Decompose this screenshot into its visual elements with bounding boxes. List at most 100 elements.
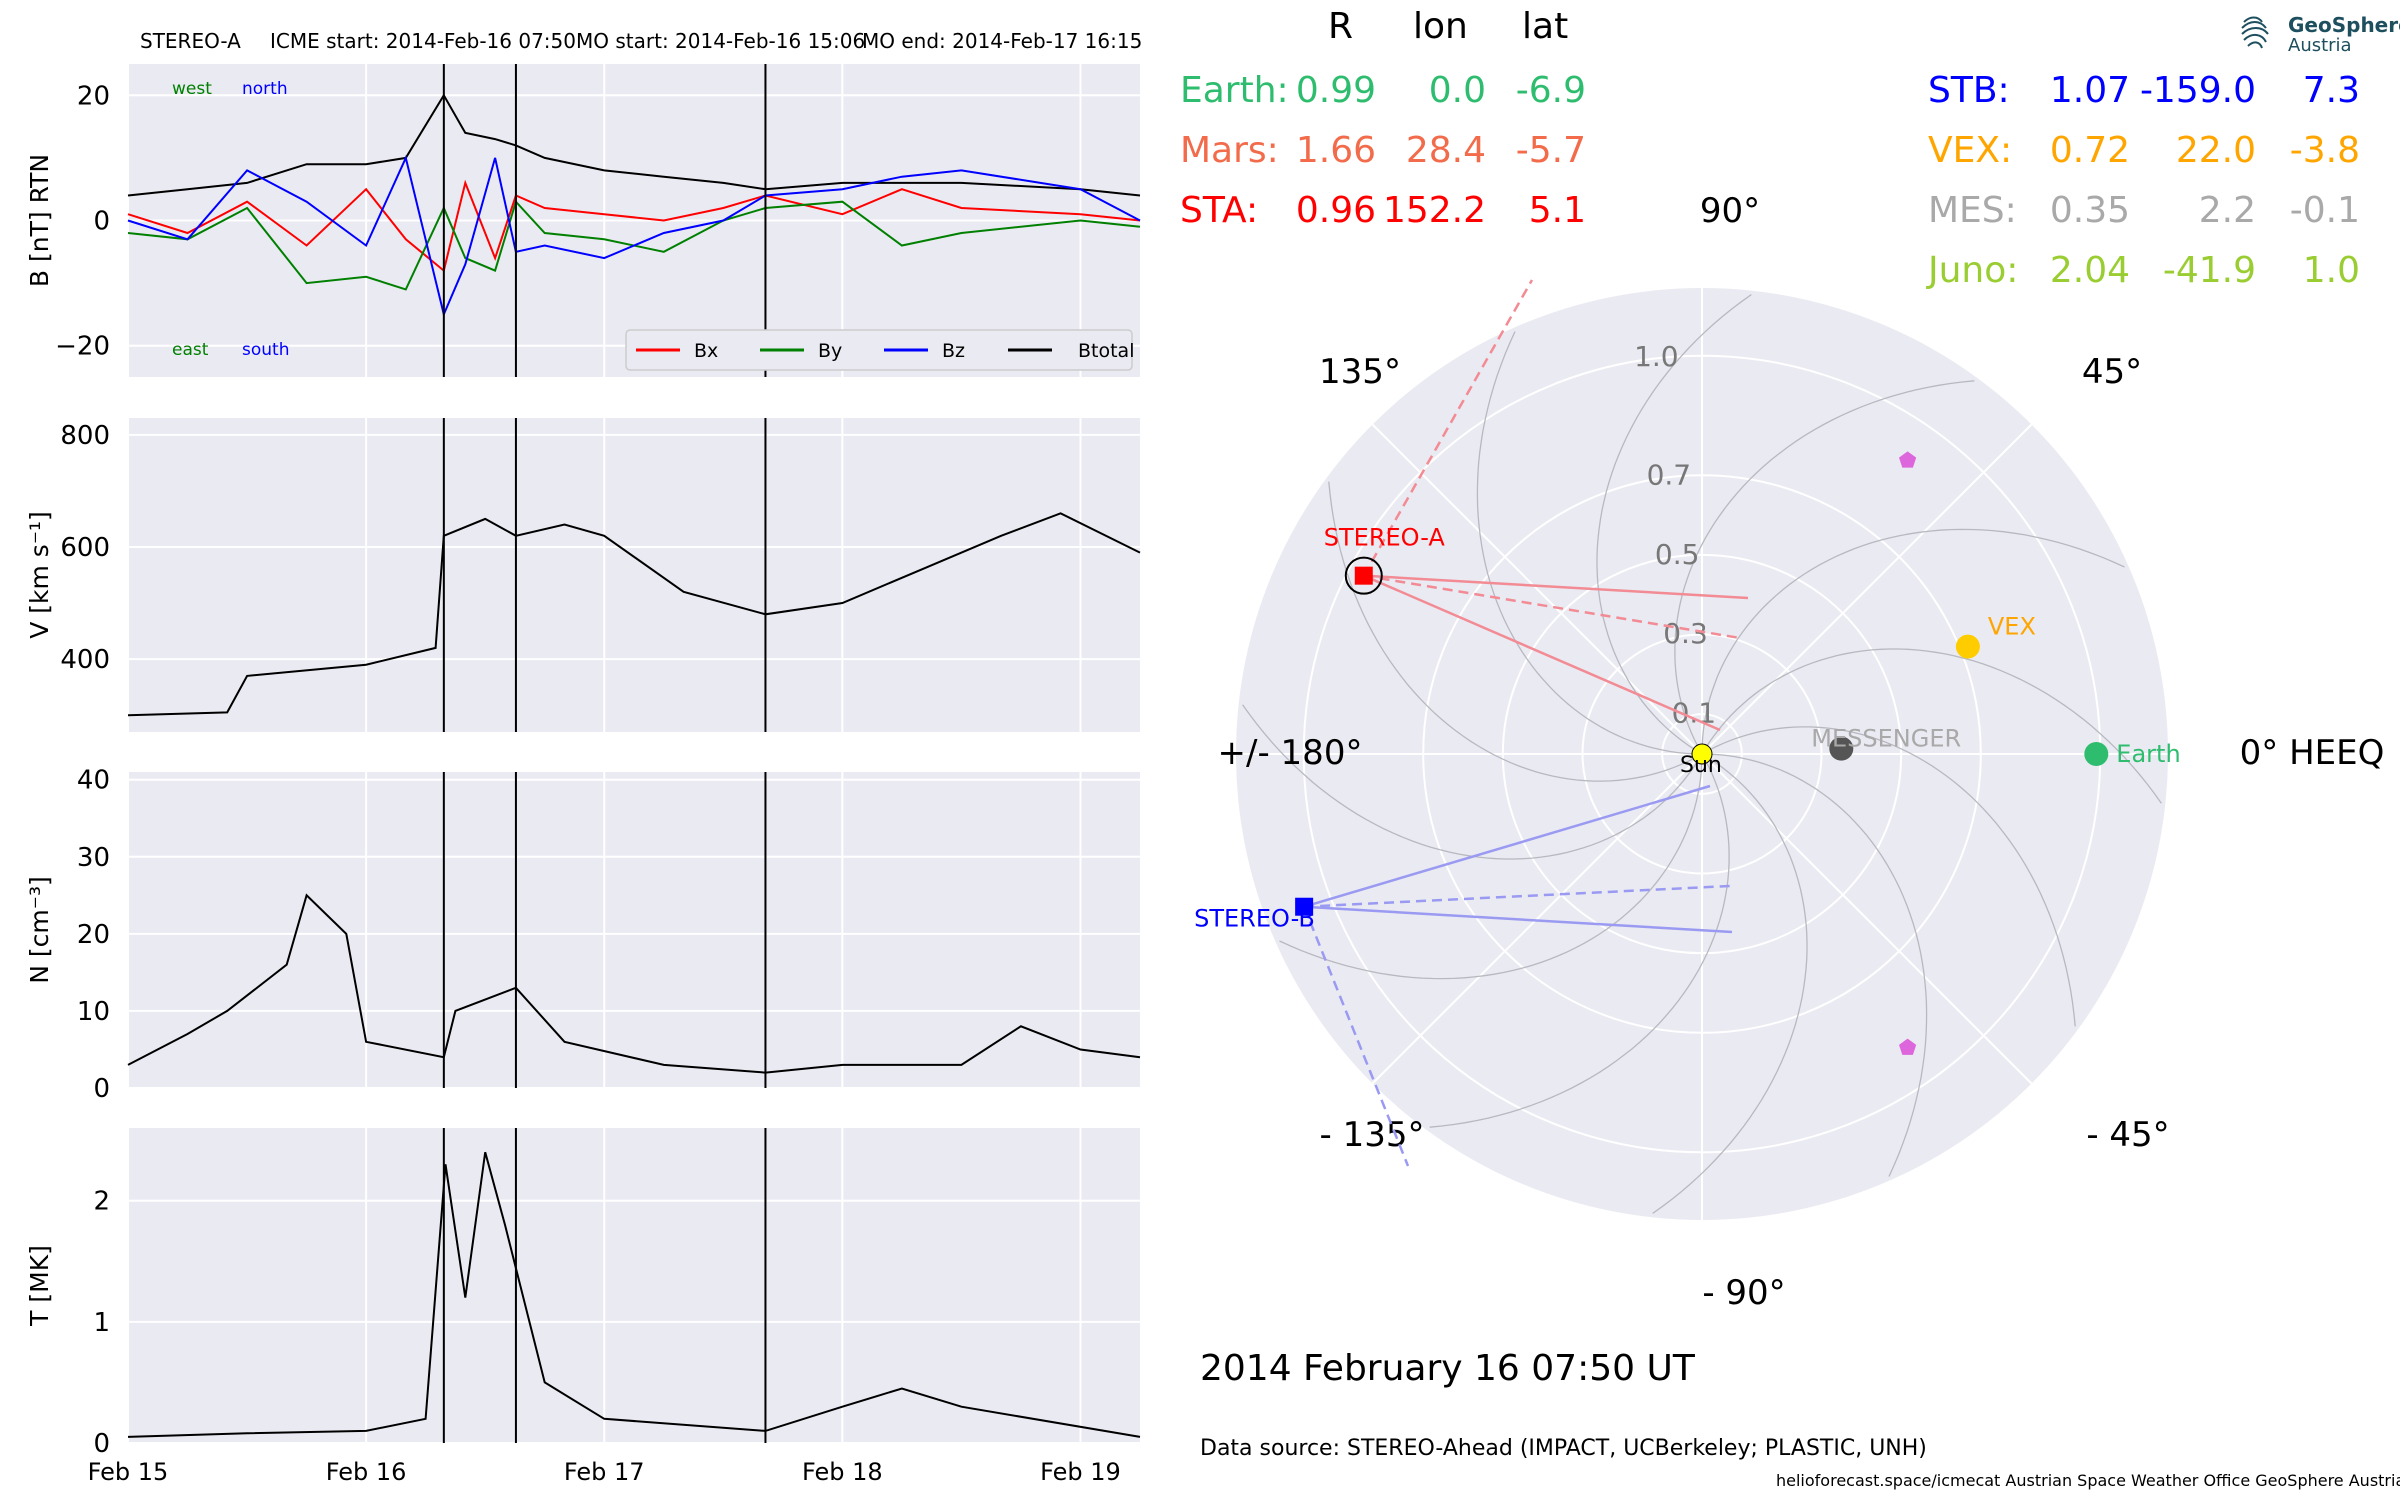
panel-speed: 400 600 800 V [km s⁻¹] [25, 418, 1141, 732]
y-axis-label: T [MK] [25, 1245, 54, 1327]
angle-label: 45° [2082, 352, 2142, 392]
angle-label: 0° HEEQ [2240, 733, 2385, 773]
y-tick-label: 10 [77, 997, 110, 1027]
y-tick-label: 20 [77, 920, 110, 950]
table-cell-lat: -6.9 [1515, 70, 1586, 111]
radial-tick-label: 1.0 [1634, 340, 1679, 373]
panel-background [128, 1128, 1140, 1443]
y-tick-label: 1 [93, 1308, 110, 1338]
panel-background [128, 418, 1140, 732]
series-line-Bz [127, 154, 1141, 318]
sta-fov-line [1362, 279, 1534, 577]
parker-spiral [1701, 528, 2125, 755]
y-tick-label: 20 [77, 81, 110, 111]
table-cell-lon: -41.9 [2162, 250, 2256, 291]
table-row: Mars: 1.66 28.4 -5.7 [1180, 130, 1586, 171]
corner-label-east: east [172, 340, 209, 360]
y-tick-label: 30 [77, 843, 110, 873]
header-mission: STEREO-A [140, 29, 241, 53]
table-row: STA: 0.96 152.2 5.1 [1180, 190, 1586, 231]
angle-label: - 135° [1320, 1115, 1425, 1155]
geosphere-logo: GeoSphere Austria [2236, 12, 2400, 58]
table-cell-name: STB: [1928, 70, 2010, 111]
logo-icon [2241, 16, 2269, 49]
logo-line2: Austria [2288, 35, 2352, 56]
sta-fov-line [1363, 574, 1749, 600]
table-header-lat: lat [1522, 6, 1569, 47]
timestamp: 2014 February 16 07:50 UT [1200, 1348, 1696, 1389]
legend-box [625, 329, 1133, 371]
series-line-Btotal [127, 93, 1141, 197]
position-marker [1899, 451, 1917, 468]
parker-spiral [1674, 380, 1975, 755]
angle-label: - 90° [1702, 1273, 1785, 1313]
table-header-lon: lon [1413, 6, 1468, 47]
y-tick-label: −20 [55, 332, 110, 362]
radial-tick-label: 0.5 [1655, 538, 1700, 571]
y-tick-label: 2 [93, 1187, 110, 1217]
stb-fov-line [1303, 784, 1711, 908]
legend-entry: By [818, 340, 842, 362]
table-row: VEX: 0.72 22.0 -3.8 [1928, 130, 2360, 171]
object-stereo-a [1354, 566, 1373, 585]
table-row: STB: 1.07 -159.0 7.3 [1928, 70, 2360, 111]
parker-spiral [1701, 648, 2162, 804]
angle-label: +/- 180° [1218, 733, 1363, 773]
panel-magnetic-field: −20 0 20 B [nT] RTN west north east south Bx By Bz… [25, 64, 1141, 377]
object-earth-label: Earth [2116, 740, 2180, 768]
polar-position-plot: 0.10.30.50.71.090°135° 45°+/- 180° 0° HEEQ… [1194, 191, 2384, 1313]
object-messenger [1829, 736, 1854, 761]
y-tick-label: 400 [60, 645, 110, 675]
object-stereo-a-label: STEREO-A [1324, 524, 1446, 552]
stb-fov-line [1302, 906, 1410, 1167]
series-line-N [127, 893, 1141, 1074]
object-stereo-b [1295, 897, 1314, 916]
table-cell-r: 1.66 [1295, 130, 1376, 171]
y-tick-label: 800 [60, 421, 110, 451]
corner-label-north: north [242, 79, 288, 99]
legend-entry: Bz [942, 340, 965, 362]
object-stereo-b-label: STEREO-B [1194, 905, 1315, 933]
object-sun-label: Sun [1680, 753, 1722, 778]
table-cell-lat: -0.1 [2289, 190, 2360, 231]
table-cell-lat: -5.7 [1515, 130, 1586, 171]
table-cell-name: STA: [1180, 190, 1259, 231]
radial-tick-label: 0.3 [1663, 617, 1708, 650]
legend: Bx By Bz Btotal [625, 329, 1134, 371]
object-vex [1955, 634, 1980, 659]
y-tick-label: 0 [93, 207, 110, 237]
parker-spiral [1242, 704, 1703, 860]
stb-fov-line [1304, 905, 1733, 934]
parker-spiral [1429, 753, 1730, 1128]
table-cell-lon: -159.0 [2139, 70, 2256, 111]
data-source: Data source: STEREO-Ahead (IMPACT, UCBer… [1200, 1436, 1927, 1461]
legend-entry: Btotal [1078, 340, 1134, 362]
table-cell-lat: -3.8 [2289, 130, 2360, 171]
angle-label: 135° [1319, 352, 1401, 392]
table-cell-name: Mars: [1180, 130, 1279, 171]
table-cell-r: 0.72 [2049, 130, 2130, 171]
sta-fov-line [1363, 574, 1721, 732]
corner-label-south: south [242, 340, 289, 360]
table-cell-lon: 0.0 [1428, 70, 1486, 111]
angular-grid-line [1701, 423, 2033, 755]
header-mo-end: MO end: 2014-Feb-17 16:15 [862, 29, 1142, 53]
y-tick-label: 40 [77, 766, 110, 796]
table-cell-name: VEX: [1928, 130, 2013, 171]
stb-fov-line [1304, 884, 1731, 908]
x-tick-label: Feb 17 [564, 1458, 645, 1486]
legend-entry: Bx [694, 340, 718, 362]
table-cell-name: Earth: [1180, 70, 1289, 111]
corner-label-west: west [172, 79, 212, 99]
table-cell-lon: 28.4 [1405, 130, 1486, 171]
angular-grid-line [1701, 753, 2033, 1085]
table-cell-r: 0.99 [1295, 70, 1376, 111]
parker-spiral [1279, 753, 1703, 980]
position-marker [1899, 1038, 1917, 1055]
credits: helioforecast.space/icmecat Austrian Spa… [1776, 1471, 2400, 1490]
x-tick-label: Feb 18 [802, 1458, 883, 1486]
y-tick-label: 0 [93, 1429, 110, 1459]
logo-line1: GeoSphere [2288, 13, 2400, 37]
angle-label: - 45° [2086, 1115, 2169, 1155]
table-row: MES: 0.35 2.2 -0.1 [1928, 190, 2360, 231]
